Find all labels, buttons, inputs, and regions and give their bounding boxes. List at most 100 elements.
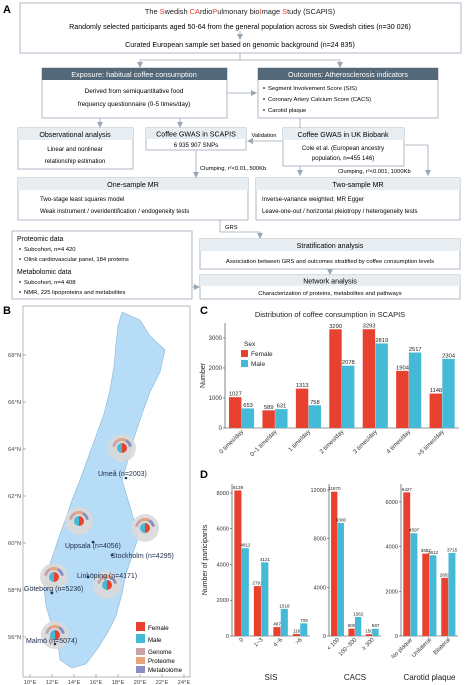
bar-male	[442, 358, 455, 428]
title-part: P	[212, 7, 217, 16]
study-title: The Swedish CArdioPulmonary bioImage Stu…	[145, 7, 335, 16]
bar-value-label: 150	[365, 629, 373, 634]
longitude-tick-label: 24°E	[178, 680, 191, 685]
title-part: ulmonary bio	[217, 7, 259, 16]
exposure-header: Exposure: habitual coffee consumption	[71, 70, 197, 79]
legend-male: Male	[148, 637, 162, 644]
x-tick-label: Unilateral	[411, 637, 433, 659]
bar-male	[337, 522, 344, 636]
bar-value-label: 589	[264, 405, 274, 411]
x-axis-label: CACS	[344, 673, 366, 682]
outcomes-item-1: Segment Involvement Score (SIS)	[268, 86, 357, 92]
bar-male	[375, 343, 388, 428]
city-dot	[86, 575, 90, 579]
x-tick-label: ≥ 300	[361, 637, 376, 652]
bar-value-label: 4597	[409, 528, 420, 533]
x-tick-label: 1 time/day	[287, 428, 313, 454]
bar-value-label: 6427	[402, 487, 413, 492]
outcomes-header: Outcomes: Atherosclerosis indicators	[288, 70, 408, 79]
bar-value-label: 1313	[296, 383, 309, 389]
clumping-scapis: Clumping, r²<0.01, 500Kb	[200, 166, 266, 172]
y-tick-label: 1000	[209, 396, 223, 402]
bar-value-label: 2078	[342, 360, 355, 366]
bar-value-label: 4121	[260, 557, 271, 562]
panel-label-b: B	[3, 305, 11, 317]
two-sample-mr-line-2: Leave-one-out / horizontal pleiotropy / …	[262, 208, 418, 215]
two-sample-mr-header: Two-sample MR	[332, 181, 383, 189]
latitude-tick-label: 62°N	[8, 494, 21, 500]
bar-female	[273, 627, 281, 636]
metabolomic-title: Metabolomic data	[17, 269, 72, 276]
validation-label: Validation	[251, 133, 276, 139]
y-tick-label: 0	[395, 634, 398, 640]
city-dot	[53, 642, 57, 646]
bar-female	[295, 388, 309, 428]
one-sample-mr-line-2: Weak instrument / overidentification / e…	[40, 208, 189, 215]
bar-male	[300, 623, 308, 636]
bar-female	[422, 553, 430, 636]
bar-female	[365, 634, 373, 636]
x-axis-label: SIS	[265, 673, 278, 682]
bar-male	[372, 628, 379, 636]
city-dot	[91, 540, 95, 544]
bar-male	[355, 617, 362, 636]
network-line: Characterization of proteins, metabolite…	[258, 291, 401, 297]
observational-line-2: relationship estimation	[45, 158, 106, 165]
bar-male	[241, 408, 255, 428]
bar-male	[342, 365, 355, 428]
bar-value-label: 8139	[233, 485, 244, 490]
title-part: CA	[190, 7, 200, 16]
bar-female	[253, 586, 261, 636]
network-header: Network analysis	[303, 278, 357, 286]
bar-female	[262, 410, 275, 428]
y-tick-label: 6000	[386, 500, 398, 506]
y-tick-label: 4000	[386, 545, 398, 551]
x-axis-label: Carotid plaque	[403, 673, 456, 682]
exposure-line-1: Derived from semiquantitative food	[85, 88, 184, 95]
y-tick-label: 0	[226, 634, 229, 640]
bar-value-label: 653	[243, 403, 253, 409]
latitude-tick-label: 60°N	[8, 541, 21, 547]
bar-value-label: 1562	[353, 612, 364, 617]
bar-female	[403, 492, 411, 636]
x-tick-label: 0	[239, 637, 246, 644]
city-dot	[124, 476, 128, 480]
bar-value-label: 2791	[252, 581, 263, 586]
proteomic-title: Proteomic data	[17, 236, 64, 243]
y-tick-label: 4000	[217, 562, 229, 568]
bar-female	[429, 393, 442, 428]
city-marker	[65, 507, 93, 535]
title-part: tudy (SCAPIS)	[287, 7, 335, 16]
outcomes-item-2: Coronary Artery Calcium Score (CACS)	[268, 97, 371, 103]
bar-value-label: 497	[273, 622, 281, 627]
longitude-tick-label: 10°E	[24, 680, 37, 685]
y-tick-label: 12000	[310, 488, 326, 494]
y-tick-label: 0	[323, 634, 326, 640]
latitude-tick-label: 58°N	[8, 588, 21, 594]
bar-value-label: 2304	[442, 353, 456, 359]
metabolomic-item-2: NMR, 225 lipoproteins and metabolites	[24, 290, 126, 296]
bar-value-label: 3687	[421, 548, 432, 553]
exposure-line-2: frequency questionnaire (0-5 times/day)	[78, 101, 191, 108]
title-part: rdio	[200, 7, 212, 16]
x-tick-label: 3 times/day	[352, 428, 380, 456]
legend-swatch	[241, 360, 248, 367]
curated-text: Curated European sample set based on gen…	[125, 41, 355, 49]
longitude-tick-label: 16°E	[90, 680, 103, 685]
bar-value-label: 4912	[240, 543, 251, 548]
bar-female	[292, 633, 300, 636]
bar-value-label: 2819	[375, 338, 388, 344]
bar-value-label: 3293	[363, 324, 376, 330]
x-tick-label: 1~3	[253, 637, 265, 649]
bar-value-label: 709	[300, 618, 308, 623]
participants-text: Randomly selected participants aged 50-6…	[69, 23, 411, 31]
legend-genome: Genome	[148, 649, 172, 656]
title-part: S	[282, 7, 287, 16]
bar-value-label: 116	[293, 628, 301, 633]
bar-value-label: 2517	[409, 347, 422, 353]
legend-proteome: Proteome	[148, 658, 175, 665]
grs-label: GRS	[225, 225, 238, 231]
bar-male	[308, 405, 321, 428]
city-marker	[108, 434, 136, 462]
